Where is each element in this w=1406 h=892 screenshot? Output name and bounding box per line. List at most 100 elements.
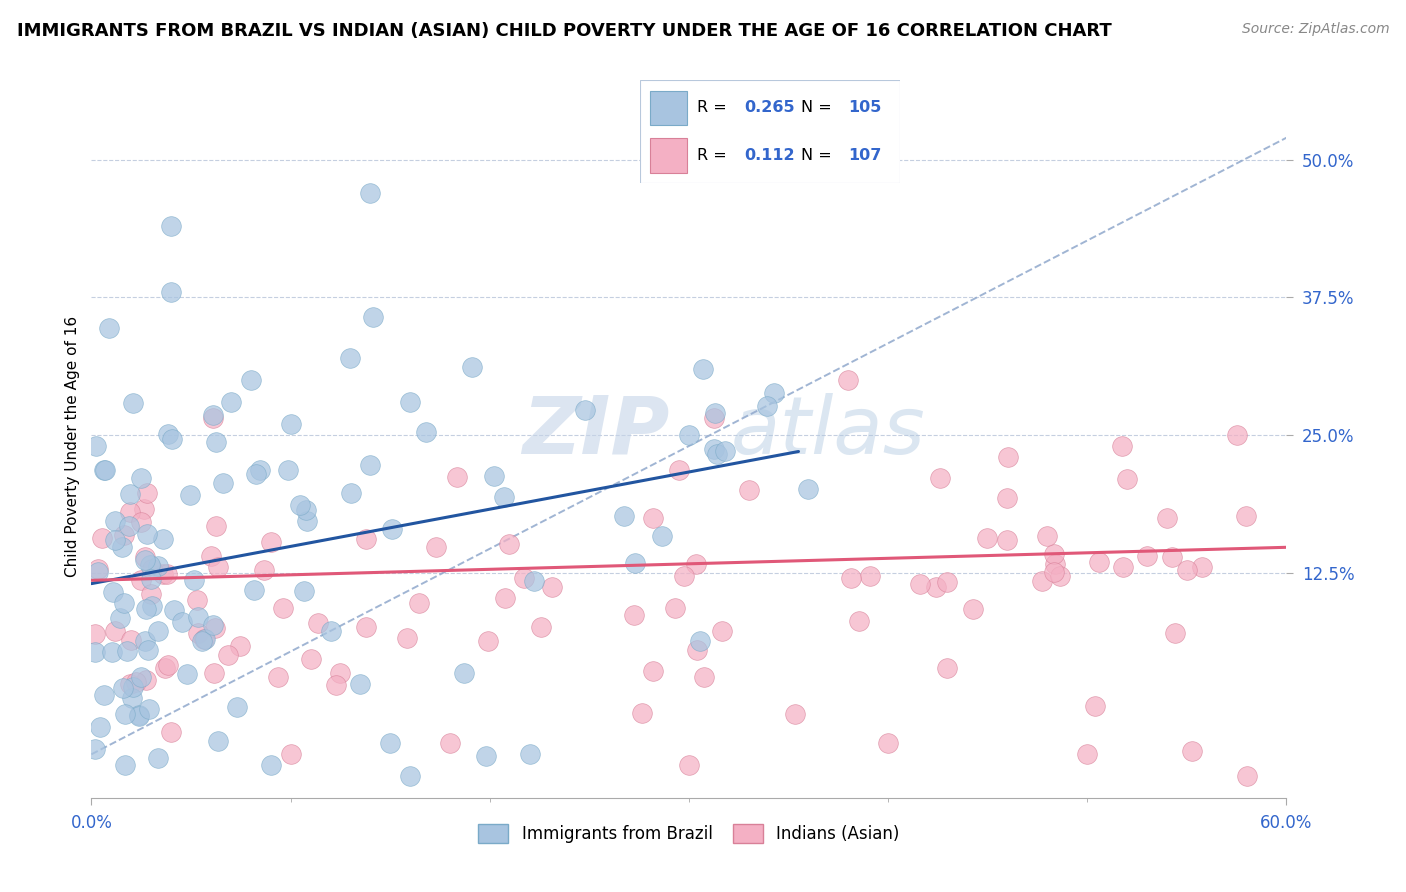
Point bbox=[118, 505, 141, 519]
Point bbox=[1049, 568, 1071, 582]
Point bbox=[1116, 472, 1139, 486]
Point bbox=[266, 670, 288, 684]
Point bbox=[202, 665, 225, 680]
Point bbox=[672, 569, 695, 583]
Point bbox=[134, 553, 156, 567]
Point bbox=[859, 569, 882, 583]
Point bbox=[136, 643, 159, 657]
Point bbox=[129, 516, 152, 530]
Point bbox=[1236, 769, 1258, 783]
Point bbox=[280, 417, 302, 431]
Point bbox=[135, 602, 157, 616]
Point bbox=[877, 736, 900, 750]
Point bbox=[848, 614, 870, 628]
Point bbox=[785, 706, 807, 721]
Point bbox=[90, 531, 112, 545]
Text: R =: R = bbox=[697, 148, 737, 162]
Text: Source: ZipAtlas.com: Source: ZipAtlas.com bbox=[1241, 22, 1389, 37]
Point bbox=[354, 620, 377, 634]
Text: N =: N = bbox=[801, 148, 837, 162]
Point bbox=[201, 411, 224, 425]
Point bbox=[271, 601, 294, 615]
Point bbox=[160, 219, 183, 233]
Point bbox=[439, 736, 461, 750]
Point bbox=[1226, 428, 1249, 442]
Point bbox=[1160, 550, 1182, 565]
Text: 105: 105 bbox=[848, 101, 882, 115]
Point bbox=[976, 531, 998, 545]
Point bbox=[641, 511, 664, 525]
FancyBboxPatch shape bbox=[650, 91, 686, 126]
Point bbox=[408, 596, 430, 610]
Point bbox=[1042, 547, 1064, 561]
Point bbox=[482, 469, 505, 483]
Point bbox=[1076, 747, 1098, 762]
Point bbox=[205, 518, 228, 533]
Point bbox=[295, 514, 318, 528]
Point bbox=[93, 463, 115, 477]
Point bbox=[194, 632, 217, 646]
Point bbox=[193, 632, 215, 646]
Point bbox=[249, 463, 271, 477]
Point bbox=[84, 742, 107, 756]
Point bbox=[93, 688, 115, 702]
Point bbox=[399, 395, 422, 409]
Point bbox=[686, 643, 709, 657]
Point bbox=[112, 528, 135, 542]
Point bbox=[141, 599, 163, 614]
Legend: Immigrants from Brazil, Indians (Asian): Immigrants from Brazil, Indians (Asian) bbox=[472, 817, 905, 850]
Point bbox=[93, 463, 115, 477]
Point bbox=[280, 747, 302, 762]
Point bbox=[519, 747, 541, 762]
Point bbox=[104, 624, 127, 639]
Point bbox=[153, 661, 176, 675]
Point bbox=[160, 432, 183, 446]
Point bbox=[643, 664, 665, 678]
Point bbox=[359, 186, 381, 200]
Text: 0.112: 0.112 bbox=[744, 148, 794, 162]
Point bbox=[253, 563, 276, 577]
Point bbox=[129, 471, 152, 485]
Point bbox=[138, 558, 160, 573]
Point bbox=[156, 426, 179, 441]
Text: IMMIGRANTS FROM BRAZIL VS INDIAN (ASIAN) CHILD POVERTY UNDER THE AGE OF 16 CORRE: IMMIGRANTS FROM BRAZIL VS INDIAN (ASIAN)… bbox=[17, 22, 1112, 40]
Point bbox=[288, 498, 311, 512]
Point bbox=[763, 385, 786, 400]
Point bbox=[118, 519, 141, 533]
Point bbox=[187, 610, 209, 624]
Point bbox=[399, 769, 422, 783]
Point bbox=[396, 632, 419, 646]
Point bbox=[101, 585, 124, 599]
Point bbox=[474, 749, 496, 764]
Point bbox=[186, 593, 208, 607]
Point bbox=[114, 706, 136, 721]
Point bbox=[678, 758, 700, 772]
Point bbox=[98, 320, 121, 334]
Point bbox=[692, 362, 714, 376]
Point bbox=[703, 442, 725, 456]
Point bbox=[797, 482, 820, 496]
Point bbox=[477, 634, 499, 648]
Point bbox=[135, 673, 157, 688]
Point bbox=[295, 503, 318, 517]
Point bbox=[623, 556, 645, 570]
Text: ZIP: ZIP bbox=[522, 392, 669, 471]
Point bbox=[962, 602, 984, 616]
Point bbox=[183, 573, 205, 587]
Point bbox=[339, 351, 361, 365]
Point bbox=[141, 587, 163, 601]
Point bbox=[685, 557, 707, 571]
Point bbox=[217, 648, 239, 663]
Point bbox=[755, 399, 778, 413]
Point bbox=[415, 425, 437, 439]
Point bbox=[706, 446, 728, 460]
FancyBboxPatch shape bbox=[640, 80, 900, 183]
Point bbox=[737, 483, 759, 497]
Point bbox=[84, 439, 107, 453]
Point bbox=[1035, 528, 1057, 542]
Point bbox=[523, 574, 546, 588]
Point bbox=[530, 620, 553, 634]
Point bbox=[87, 562, 110, 576]
Point bbox=[125, 674, 148, 689]
FancyBboxPatch shape bbox=[650, 137, 686, 173]
